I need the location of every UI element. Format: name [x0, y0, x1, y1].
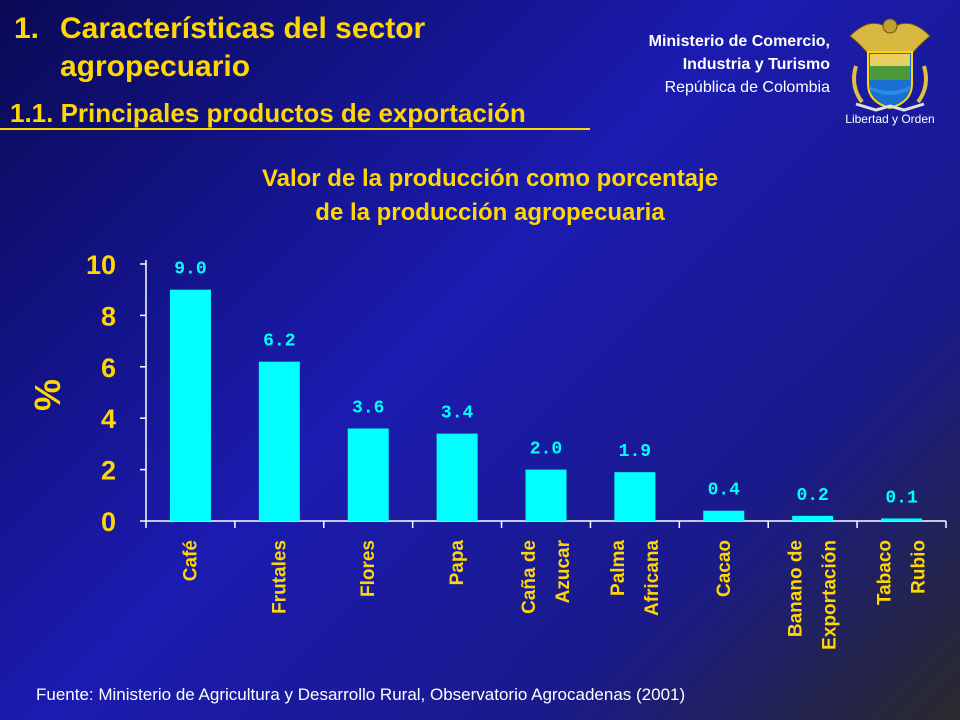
category-label: Papa [447, 540, 468, 586]
bar [258, 361, 300, 521]
y-tick-label: 4 [101, 404, 116, 434]
bar [436, 433, 478, 521]
ministry-line-2: Industria y Turismo [682, 56, 830, 73]
chart-title-line-2: de la producción agropecuaria [315, 199, 665, 226]
chart-title: Valor de la producción como porcentaje d… [140, 162, 840, 230]
data-label: 3.4 [441, 404, 474, 424]
bar [703, 510, 745, 521]
data-label: 2.0 [530, 440, 562, 460]
category-label: Caña de [519, 540, 540, 614]
category-label: Tabaco [875, 540, 896, 605]
category-label: Banano de [786, 540, 807, 637]
slide-subtitle: 1.1. Principales productos de exportació… [10, 98, 526, 128]
bar [792, 515, 834, 521]
y-tick-label: 6 [101, 353, 116, 383]
y-tick-label: 0 [101, 507, 116, 537]
data-label: 0.4 [708, 481, 741, 501]
bar [614, 472, 656, 521]
title-line-1: Características del sector [60, 12, 426, 45]
y-tick-label: 8 [101, 301, 116, 331]
category-label: Café [180, 540, 201, 581]
logo-motto: Libertad y Orden [845, 112, 934, 126]
data-label: 3.6 [352, 398, 384, 418]
data-label: 0.2 [796, 486, 828, 506]
title-line-2: agropecuario [60, 50, 251, 83]
ministry-block: Ministerio de Comercio, Industria y Turi… [649, 30, 830, 99]
subtitle-underline [0, 128, 590, 130]
ministry-line-3: República de Colombia [664, 79, 830, 96]
y-axis-label: % [27, 379, 68, 411]
category-label: Rubio [909, 540, 930, 594]
data-label: 6.2 [263, 332, 295, 352]
y-tick-label: 10 [86, 250, 116, 280]
category-label: Azucar [553, 539, 574, 603]
title-number: 1. [14, 12, 40, 45]
data-label: 1.9 [619, 442, 651, 462]
data-label: 9.0 [174, 260, 206, 280]
bar [169, 289, 211, 521]
ministry-line-1: Ministerio de Comercio, [648, 33, 830, 50]
category-label: Frutales [269, 540, 290, 614]
y-tick-label: 2 [101, 456, 116, 486]
category-label: Africana [642, 540, 663, 616]
bar [347, 428, 389, 521]
data-label: 0.1 [885, 488, 918, 508]
chart-title-line-1: Valor de la producción como porcentaje [261, 165, 719, 192]
bar [881, 518, 923, 521]
category-label: Palma [608, 540, 629, 596]
source-note: Fuente: Ministerio de Agricultura y Desa… [36, 685, 686, 704]
category-label: Cacao [714, 540, 735, 597]
category-label: Exportación [820, 540, 841, 650]
category-label: Flores [358, 540, 379, 597]
coat-of-arms-logo: Libertad y Orden [845, 18, 935, 126]
bar [525, 469, 567, 521]
